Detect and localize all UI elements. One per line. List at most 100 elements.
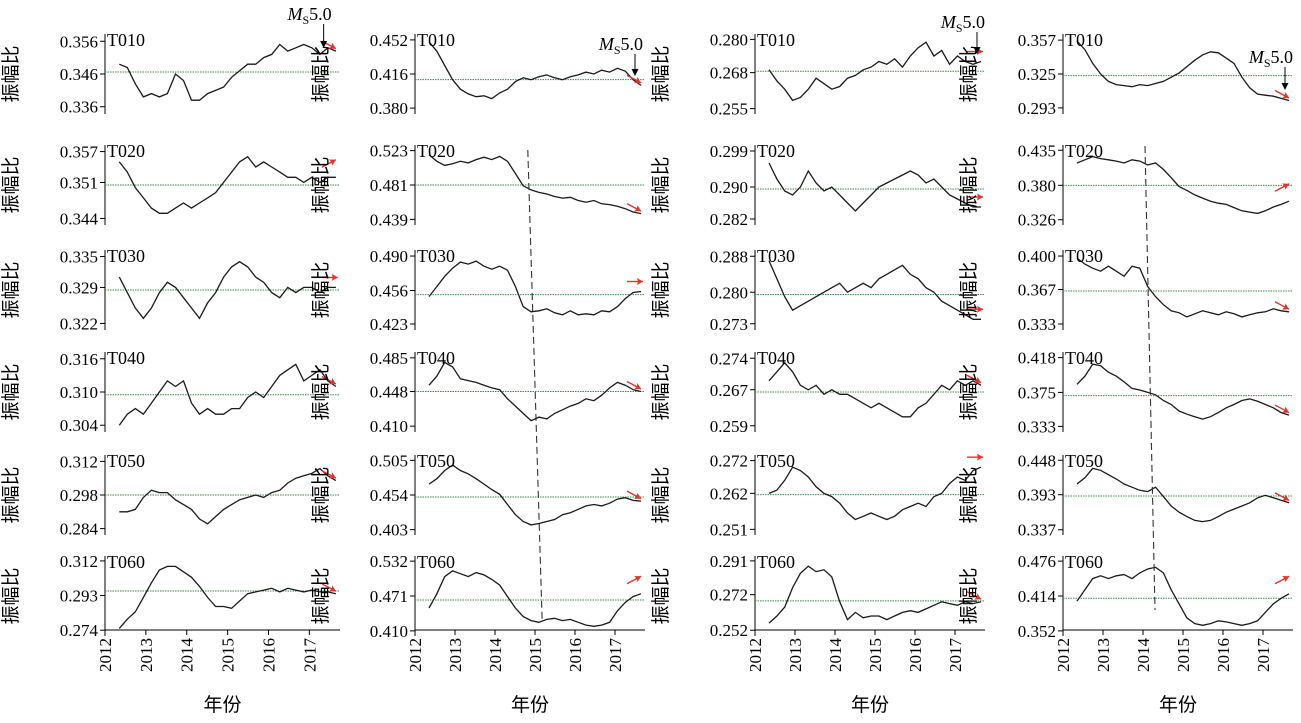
arrow-head <box>1282 494 1290 501</box>
arrow-head <box>1282 92 1290 99</box>
panel-label: T030 <box>107 246 145 266</box>
trend-arrow <box>967 305 983 313</box>
panel-label: T040 <box>107 348 145 368</box>
y-tick-label: 0.329 <box>60 278 98 297</box>
panel-label: T040 <box>417 348 455 368</box>
y-tick-label: 0.481 <box>370 176 408 195</box>
trend-arrow <box>1274 89 1290 99</box>
x-tick-label: 2014 <box>1134 638 1153 673</box>
event-marker: MS5.0 <box>940 12 985 54</box>
y-tick-label: 0.367 <box>1018 280 1057 299</box>
y-axis-title: 振幅比 <box>310 261 332 318</box>
series-line <box>428 361 642 422</box>
y-tick-label: 0.272 <box>710 586 748 605</box>
event-marker: MS5.0 <box>286 4 332 48</box>
y-tick-label: 0.490 <box>370 247 408 266</box>
series-line <box>1076 566 1290 626</box>
x-tick-label: 2013 <box>446 638 465 672</box>
trend-arrow <box>626 575 642 585</box>
panel-t040: 0.418 0.375 0.333 T040 振幅比 <box>958 348 1293 436</box>
x-axis-title: 年份 <box>203 694 241 716</box>
y-tick-label: 0.291 <box>710 552 748 571</box>
x-tick-label: 2016 <box>906 638 925 672</box>
arrow-head <box>328 159 336 166</box>
y-axis-title: 振幅比 <box>958 567 980 624</box>
y-tick-label: 0.456 <box>370 282 408 301</box>
series-line <box>1076 155 1290 215</box>
arrow-head <box>634 575 642 583</box>
chart-column-4: 0.357 0.325 0.293 T010 振幅比 0.435 0.380 0.326 T02… <box>958 30 1293 641</box>
series-line <box>1076 363 1290 420</box>
y-tick-label: 0.282 <box>710 210 748 229</box>
panel-t060: 0.532 0.471 0.410 T060 振幅比 <box>310 552 645 641</box>
panel-t050: 0.272 0.262 0.251 T050 振幅比 <box>650 451 985 539</box>
panel-label: T030 <box>757 246 795 266</box>
y-tick-label: 0.316 <box>60 350 98 369</box>
x-axis-column-3: 2012 2013 2014 2015 2016 2017 年份 <box>746 629 985 716</box>
x-tick-label: 2012 <box>96 638 115 672</box>
arrow-head <box>328 378 336 385</box>
x-tick-label: 2012 <box>746 638 765 672</box>
trend-arrow <box>1274 301 1290 310</box>
y-axis-title: 振幅比 <box>650 45 672 102</box>
panel-t010: 0.452 0.416 0.380 T010 振幅比 <box>310 30 645 118</box>
y-axis-title: 振幅比 <box>650 567 672 624</box>
arrow-head <box>977 305 983 313</box>
x-axis-column-4: 2012 2013 2014 2015 2016 2017 年份 <box>1054 629 1293 716</box>
y-tick-label: 0.251 <box>710 520 748 539</box>
y-tick-label: 0.252 <box>710 621 748 640</box>
panel-label: T010 <box>107 30 145 50</box>
series-line <box>768 565 982 624</box>
y-tick-label: 0.267 <box>710 381 749 400</box>
y-tick-label: 0.418 <box>1018 349 1056 368</box>
series-line <box>768 361 982 418</box>
trend-arrow <box>321 159 337 168</box>
panel-label: T010 <box>757 30 795 50</box>
y-tick-label: 0.416 <box>370 65 408 84</box>
y-tick-label: 0.410 <box>370 622 408 641</box>
trend-arrow <box>626 74 642 84</box>
chart-column-1: 0.356 0.346 0.336 T010 振幅比 0.357 0.351 0.344 T02… <box>0 30 340 640</box>
y-tick-label: 0.284 <box>60 520 99 539</box>
x-tick-label: 2013 <box>137 638 156 672</box>
chart-column-3: 0.280 0.268 0.255 T010 振幅比 0.299 0.290 0.282 T02… <box>650 30 985 640</box>
series-line <box>428 570 642 627</box>
x-axis-column-2: 2012 2013 2014 2015 2016 2017 年份 <box>406 629 645 716</box>
x-tick-label: 2012 <box>1054 638 1073 672</box>
y-axis-title: 振幅比 <box>650 156 672 213</box>
panel-label: T010 <box>1065 30 1103 50</box>
y-tick-label: 0.322 <box>60 314 98 333</box>
y-tick-label: 0.272 <box>710 452 748 471</box>
y-tick-label: 0.333 <box>1018 315 1056 334</box>
series-line <box>768 466 982 521</box>
x-axis-title: 年份 <box>851 694 889 716</box>
event-marker: MS5.0 <box>598 34 643 76</box>
y-tick-label: 0.337 <box>1018 521 1057 540</box>
arrow-head <box>634 383 642 390</box>
trend-arrow <box>1274 404 1290 414</box>
arrow-head <box>634 76 642 84</box>
x-tick-label: 2013 <box>1094 638 1113 672</box>
trend-arrow <box>321 469 337 479</box>
y-axis-title: 振幅比 <box>310 156 332 213</box>
arrow-head <box>328 472 336 479</box>
y-axis-title: 振幅比 <box>0 261 22 318</box>
onset-dashed-line <box>1144 145 1156 611</box>
y-axis-title: 振幅比 <box>310 45 332 102</box>
y-tick-label: 0.293 <box>1018 99 1056 118</box>
y-tick-label: 0.448 <box>370 383 408 402</box>
panel-label: T030 <box>1065 246 1103 266</box>
y-axis-title: 振幅比 <box>0 45 22 102</box>
panel-t010: 0.356 0.346 0.336 T010 振幅比 <box>0 30 340 117</box>
y-tick-label: 0.423 <box>370 315 408 334</box>
y-tick-label: 0.439 <box>370 210 408 229</box>
panel-t020: 0.435 0.380 0.326 T020 振幅比 <box>958 141 1293 230</box>
x-tick-label: 2016 <box>566 638 585 672</box>
x-tick-label: 2015 <box>526 638 545 672</box>
panel-t060: 0.291 0.272 0.252 T060 振幅比 <box>650 552 985 640</box>
y-tick-label: 0.356 <box>60 32 98 51</box>
y-axis-title: 振幅比 <box>0 156 22 213</box>
y-tick-label: 0.352 <box>1018 622 1056 641</box>
panel-t060: 0.312 0.293 0.274 T060 振幅比 <box>0 552 340 640</box>
